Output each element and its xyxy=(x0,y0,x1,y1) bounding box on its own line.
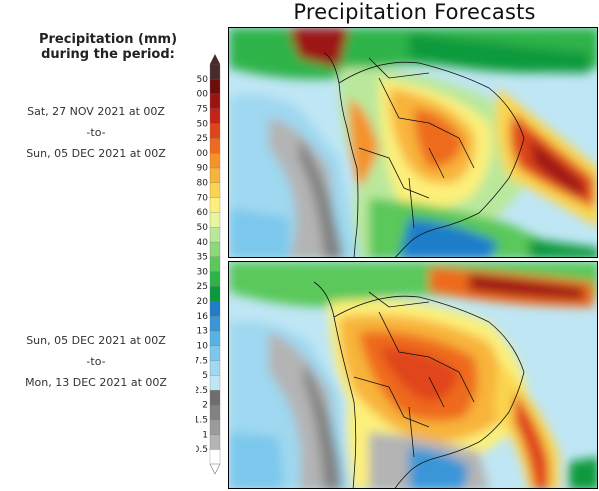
colorbar-swatch xyxy=(209,63,221,80)
colorbar-tick-label: 60 xyxy=(197,208,209,218)
colorbar-swatch xyxy=(209,434,221,450)
map-week-1-graphic xyxy=(229,28,597,257)
colorbar-swatch xyxy=(209,449,221,465)
colorbar-swatch xyxy=(209,360,221,376)
colorbar-tick-label: 80 xyxy=(197,179,209,189)
colorbar-swatch xyxy=(209,197,221,213)
colorbar-tick-label: 2.5 xyxy=(196,386,208,396)
colorbar-swatch xyxy=(209,374,221,391)
map-week-2-graphic xyxy=(229,262,597,488)
forecast-period-2: Sun, 05 DEC 2021 at 00Z -to- Mon, 13 DEC… xyxy=(6,330,186,393)
colorbar-tick-label: 90 xyxy=(197,164,209,174)
colorbar-swatch xyxy=(209,315,221,332)
colorbar-tick-label: 150 xyxy=(196,119,208,129)
forecast-map-week-1 xyxy=(228,27,598,258)
colorbar-swatch xyxy=(209,271,221,287)
colorbar-swatch xyxy=(209,123,221,139)
legend-title-line2: during the period: xyxy=(41,47,175,62)
colorbar-swatch xyxy=(209,108,221,124)
precipitation-colorbar: 0.5 1 1.5 2 2.5 5 7.5 10 13 16 20 25 30 35 40 50 60 70 80 9… xyxy=(196,54,221,475)
colorbar-swatch xyxy=(209,167,221,183)
colorbar-tick-label: 200 xyxy=(196,90,208,100)
colorbar-swatch xyxy=(209,300,221,317)
colorbar-tick-label: 25 xyxy=(197,282,208,292)
colorbar-swatch xyxy=(209,137,221,154)
colorbar-swatch xyxy=(209,256,221,272)
colorbar-tick-label: 2 xyxy=(202,401,208,411)
colorbar-max-arrow xyxy=(210,54,220,64)
colorbar-tick-label: 35 xyxy=(197,253,208,263)
colorbar-swatch xyxy=(209,404,221,421)
colorbar-tick-label: 13 xyxy=(197,327,208,337)
colorbar-tick-label: 100 xyxy=(196,149,208,159)
colorbar-tick-label: 16 xyxy=(197,312,209,322)
colorbar-tick-label: 7.5 xyxy=(196,356,208,366)
colorbar-tick-label: 125 xyxy=(196,134,208,144)
colorbar-swatch xyxy=(209,419,221,435)
colorbar-swatch xyxy=(209,182,221,198)
colorbar-tick-label: 50 xyxy=(197,223,209,233)
colorbar-tick-label: 1 xyxy=(202,430,208,440)
colorbar-swatch xyxy=(209,93,221,109)
colorbar-tick-label: 70 xyxy=(197,193,209,203)
colorbar-swatch xyxy=(209,330,221,346)
colorbar-tick-label: 30 xyxy=(197,267,209,277)
colorbar-tick-label: 10 xyxy=(197,341,209,351)
colorbar-swatch xyxy=(209,78,221,95)
colorbar-swatch xyxy=(209,345,221,361)
colorbar-tick-label: 250 xyxy=(196,75,208,85)
page-title: Precipitation Forecasts xyxy=(293,0,536,24)
colorbar-swatch xyxy=(209,152,221,169)
colorbar-swatch xyxy=(209,389,221,406)
colorbar-min-arrow xyxy=(209,463,221,475)
period-1-end: Sun, 05 DEC 2021 at 00Z xyxy=(26,147,166,160)
colorbar-swatch xyxy=(209,211,221,228)
colorbar-swatch xyxy=(209,226,221,243)
forecast-period-1: Sat, 27 NOV 2021 at 00Z -to- Sun, 05 DEC… xyxy=(6,101,186,164)
period-2-start: Sun, 05 DEC 2021 at 00Z xyxy=(26,334,166,347)
period-2-end: Mon, 13 DEC 2021 at 00Z xyxy=(25,376,167,389)
period-2-separator: -to- xyxy=(86,355,106,368)
legend-title: Precipitation (mm) during the period: xyxy=(10,32,206,62)
period-1-start: Sat, 27 NOV 2021 at 00Z xyxy=(27,105,165,118)
colorbar-tick-label: 0.5 xyxy=(196,445,208,455)
colorbar-tick-label: 175 xyxy=(196,104,208,114)
colorbar-swatch xyxy=(209,286,221,302)
colorbar-tick-label: 40 xyxy=(197,238,209,248)
colorbar-tick-label: 5 xyxy=(202,371,208,381)
legend-title-line1: Precipitation (mm) xyxy=(38,32,178,47)
period-1-separator: -to- xyxy=(86,126,106,139)
colorbar-swatch xyxy=(209,241,221,258)
forecast-map-week-2 xyxy=(228,261,598,489)
colorbar-tick-label: 1.5 xyxy=(196,416,208,426)
colorbar-tick-label: 20 xyxy=(197,297,209,307)
